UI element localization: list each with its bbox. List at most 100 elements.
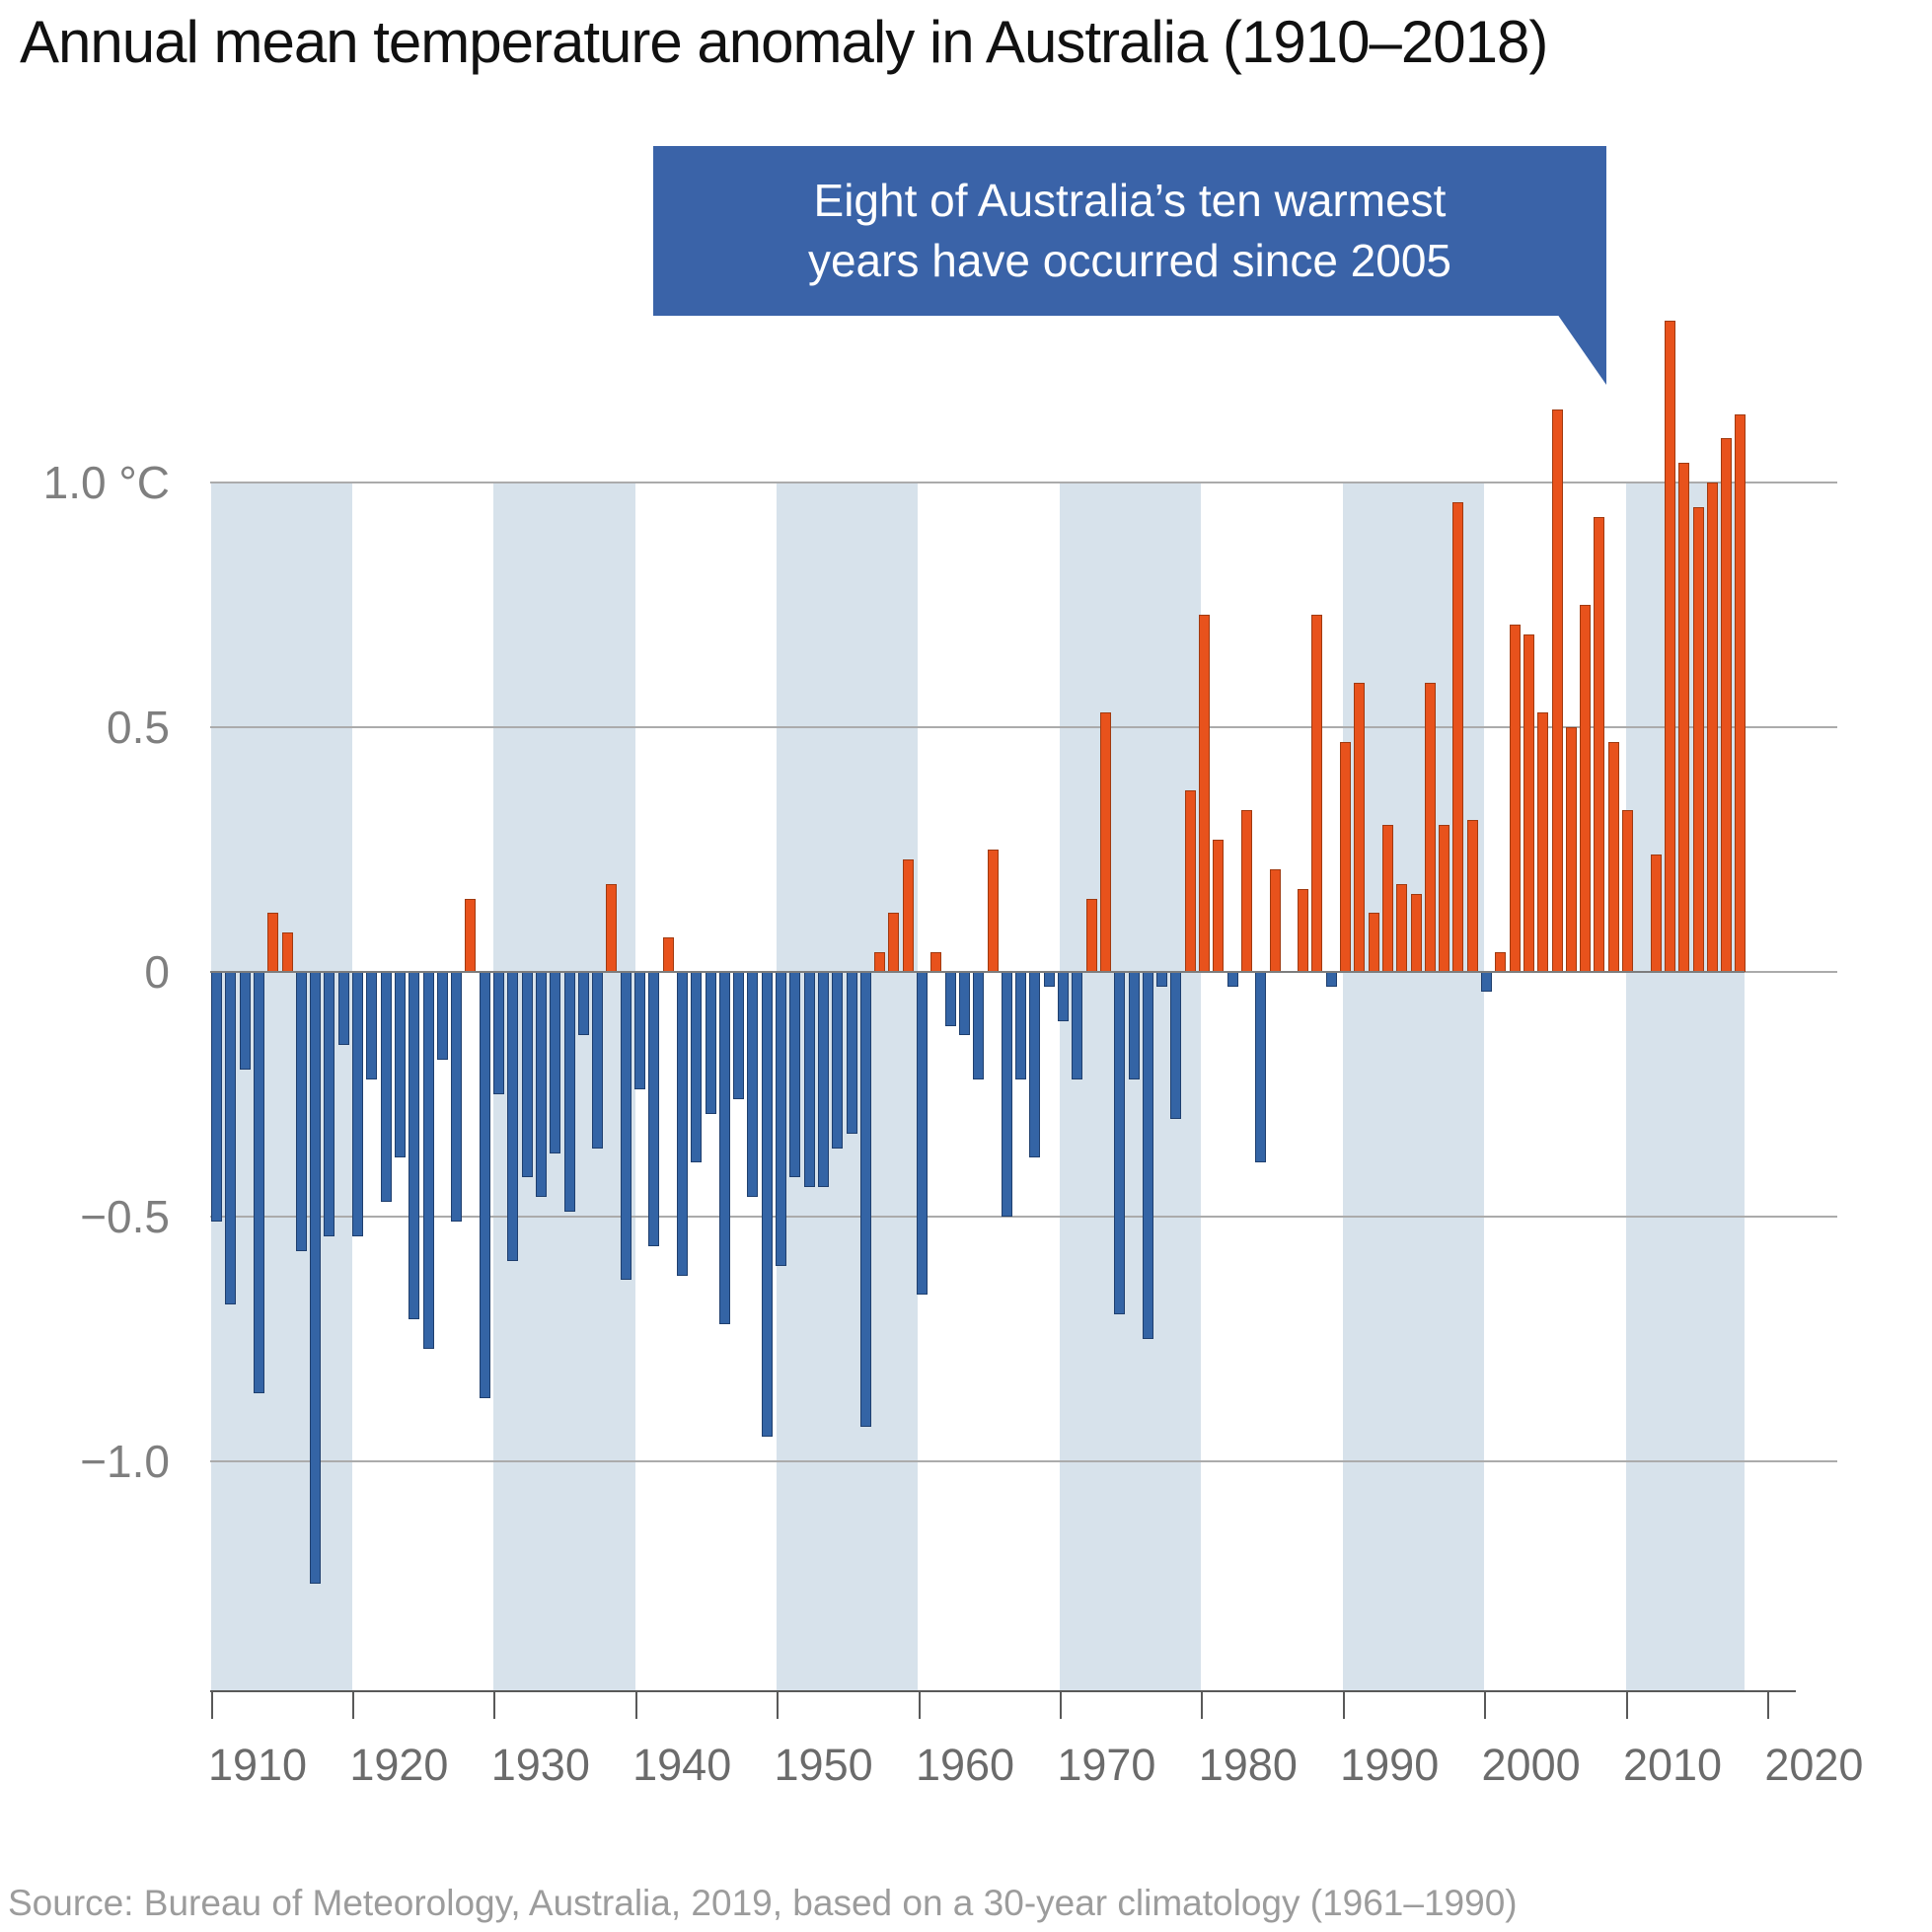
x-axis-tick-2000 — [1484, 1692, 1487, 1719]
chart-title: Annual mean temperature anomaly in Austr… — [20, 9, 1548, 75]
x-axis-label-2010: 2010 — [1622, 1740, 1723, 1790]
bar-1983 — [1240, 810, 1252, 972]
bar-1923 — [394, 972, 406, 1158]
x-axis-line — [210, 1690, 1796, 1692]
bar-1930 — [493, 972, 504, 1094]
bar-1952 — [803, 972, 815, 1188]
y-axis-label-−1.0: −1.0 — [80, 1436, 170, 1487]
bar-1982 — [1226, 972, 1238, 987]
bar-1920 — [352, 972, 363, 1236]
x-axis-tick-1910 — [210, 1692, 213, 1719]
x-axis-label-2020: 2020 — [1764, 1740, 1864, 1790]
x-axis-label-1980: 1980 — [1198, 1740, 1298, 1790]
y-axis-label-0: 0 — [144, 946, 170, 998]
bar-1914 — [267, 913, 279, 972]
gridline-−1.0 — [210, 1460, 1837, 1462]
bar-1965 — [987, 850, 999, 972]
gridline-1.0 °C — [210, 482, 1837, 483]
bar-1917 — [310, 972, 322, 1584]
bar-2005 — [1551, 409, 1563, 972]
x-axis-tick-1950 — [777, 1692, 780, 1719]
bar-2008 — [1594, 516, 1605, 972]
bar-2017 — [1721, 438, 1733, 972]
bar-2013 — [1664, 321, 1675, 972]
bar-2000 — [1481, 972, 1492, 992]
bar-1947 — [733, 972, 745, 1099]
bar-1937 — [592, 972, 604, 1149]
bar-1927 — [451, 972, 463, 1222]
bar-1956 — [859, 972, 871, 1428]
bar-1942 — [662, 937, 674, 972]
bar-1993 — [1381, 825, 1393, 972]
x-axis-label-1950: 1950 — [774, 1740, 873, 1790]
bar-2002 — [1509, 624, 1521, 972]
bar-2018 — [1735, 413, 1746, 972]
bar-2006 — [1565, 727, 1577, 972]
bar-1980 — [1199, 614, 1210, 972]
bar-1926 — [436, 972, 448, 1061]
x-axis-label-1930: 1930 — [490, 1740, 590, 1790]
bar-1988 — [1311, 614, 1323, 972]
bar-1973 — [1099, 712, 1111, 972]
bar-1913 — [253, 972, 264, 1393]
bar-1959 — [902, 858, 914, 972]
bar-1958 — [888, 913, 900, 972]
bar-1998 — [1452, 501, 1464, 972]
bar-1940 — [634, 972, 645, 1090]
bar-1978 — [1170, 972, 1182, 1119]
bar-1976 — [1142, 972, 1153, 1339]
bar-1999 — [1466, 820, 1478, 972]
x-axis-label-1940: 1940 — [632, 1740, 732, 1790]
bar-1960 — [917, 972, 928, 1296]
x-axis-label-1970: 1970 — [1057, 1740, 1156, 1790]
bar-1934 — [550, 972, 561, 1153]
bar-1918 — [324, 972, 335, 1236]
bar-1916 — [295, 972, 307, 1251]
bar-2009 — [1607, 741, 1619, 972]
bar-2004 — [1537, 712, 1549, 972]
bar-1989 — [1325, 972, 1337, 987]
x-axis-tick-1970 — [1059, 1692, 1062, 1719]
x-axis-label-2000: 2000 — [1481, 1740, 1581, 1790]
bar-1912 — [239, 972, 251, 1071]
bar-1945 — [705, 972, 716, 1114]
y-axis-label-0.5: 0.5 — [107, 702, 170, 753]
gridline-0.5 — [210, 726, 1837, 728]
bar-1991 — [1354, 683, 1366, 972]
bar-1979 — [1184, 790, 1196, 972]
bar-1933 — [535, 972, 547, 1198]
bar-1938 — [606, 883, 618, 972]
bar-1928 — [465, 898, 477, 972]
bar-1974 — [1114, 972, 1126, 1315]
bar-1910 — [211, 972, 222, 1222]
bar-1919 — [337, 972, 349, 1046]
bar-1977 — [1156, 972, 1168, 987]
bar-1957 — [874, 952, 886, 972]
bar-1972 — [1085, 898, 1097, 972]
bar-1951 — [789, 972, 801, 1178]
bar-2010 — [1622, 810, 1633, 972]
x-axis-label-1960: 1960 — [915, 1740, 1015, 1790]
gridline-−0.5 — [210, 1216, 1837, 1218]
annotation-line-2: years have occurred since 2005 — [807, 235, 1452, 286]
bar-2016 — [1706, 483, 1718, 972]
bar-2012 — [1650, 854, 1662, 972]
bar-1970 — [1058, 972, 1069, 1021]
bar-1935 — [563, 972, 575, 1213]
x-axis-tick-1960 — [918, 1692, 921, 1719]
bar-1954 — [832, 972, 844, 1149]
bar-1992 — [1368, 913, 1379, 972]
bar-2014 — [1678, 463, 1690, 972]
bar-1955 — [846, 972, 857, 1134]
x-axis-tick-1980 — [1201, 1692, 1204, 1719]
bar-1950 — [776, 972, 786, 1266]
x-axis-tick-2010 — [1625, 1692, 1628, 1719]
x-axis-tick-1930 — [493, 1692, 496, 1719]
x-axis-label-1910: 1910 — [207, 1740, 308, 1790]
annotation-line-1: Eight of Australia’s ten warmest — [813, 175, 1447, 227]
bar-1944 — [691, 972, 703, 1163]
bar-1939 — [620, 972, 632, 1281]
bar-1932 — [521, 972, 533, 1178]
bar-1981 — [1213, 840, 1225, 972]
